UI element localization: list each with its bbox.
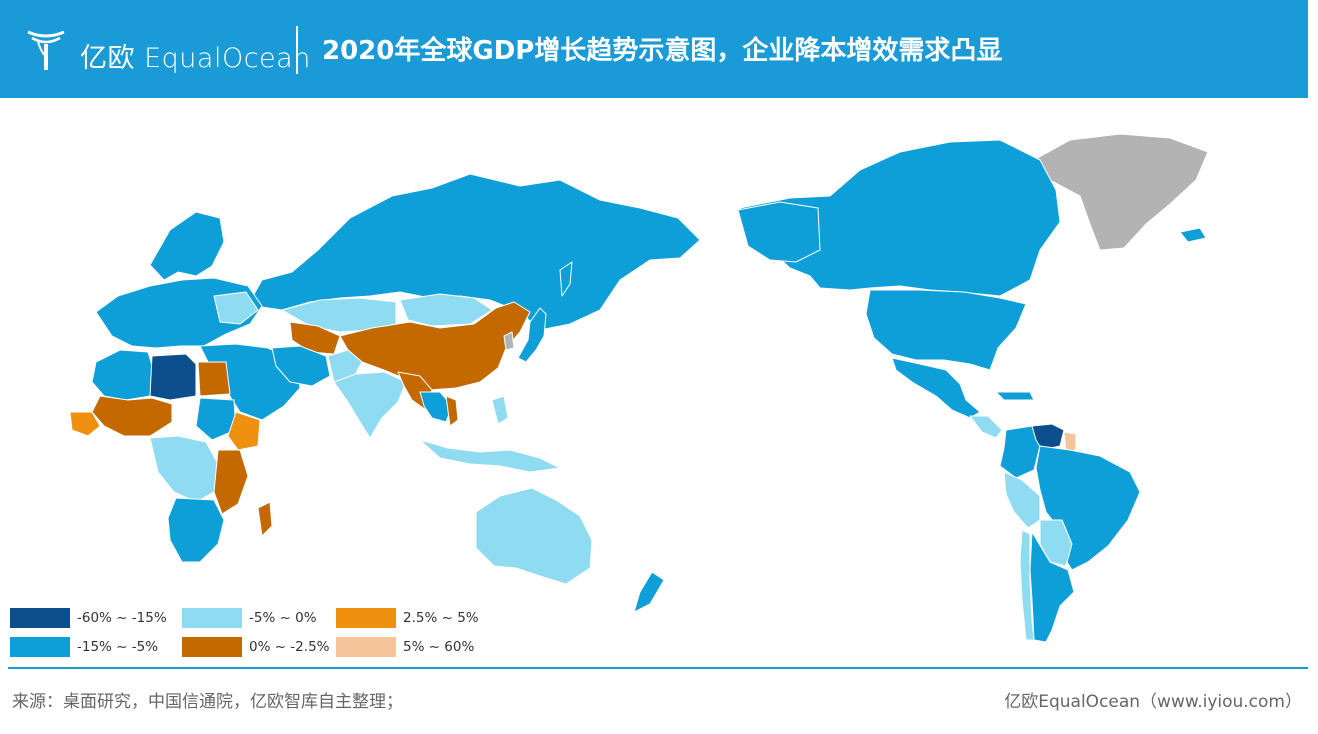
logo-mark-icon	[27, 30, 65, 70]
region-alaska	[737, 201, 821, 263]
region-egypt	[197, 361, 231, 397]
region-mexico	[891, 357, 981, 419]
region-scandinavia	[149, 211, 225, 281]
legend-swatch	[336, 637, 396, 657]
region-west-coast	[69, 411, 101, 437]
logo-text: 亿欧 EqualOcean	[80, 43, 311, 74]
region-southern-africa	[167, 497, 225, 563]
region-caribbean	[995, 391, 1035, 401]
region-japan	[517, 307, 547, 363]
legend-item-brown: 0% ~ -2.5%	[182, 637, 329, 657]
legend-swatch	[336, 608, 396, 628]
region-guyana	[1063, 431, 1077, 453]
header-divider	[296, 26, 298, 74]
legend-swatch	[182, 637, 242, 657]
region-ethiopia	[227, 411, 261, 451]
region-argentina	[1029, 531, 1075, 643]
region-australia	[475, 487, 593, 585]
region-eastern-europe	[213, 291, 259, 325]
world-gdp-map	[69, 133, 1209, 643]
legend-item-dark-blue: -60% ~ -15%	[10, 608, 167, 628]
credit-note: 亿欧EqualOcean（www.iyiou.com）	[1004, 692, 1302, 712]
region-southeast-asia	[419, 391, 453, 423]
region-canada	[739, 139, 1061, 297]
region-central-america	[969, 415, 1003, 439]
legend-label: 2.5% ~ 5%	[403, 610, 479, 626]
region-libya	[149, 353, 197, 401]
region-north-africa-west	[91, 349, 155, 401]
region-madagascar	[257, 501, 273, 537]
page-title: 2020年全球GDP增长趋势示意图，企业降本增效需求凸显	[322, 36, 1003, 66]
header-bar: 亿欧 EqualOcean 2020年全球GDP增长趋势示意图，企业降本增效需求…	[0, 0, 1308, 98]
legend-item-mid-blue: -15% ~ -5%	[10, 637, 158, 657]
region-mongolia	[399, 293, 493, 327]
region-usa	[865, 289, 1027, 371]
region-iceland	[1179, 227, 1207, 243]
region-pakistan	[327, 349, 363, 383]
region-sahel	[91, 395, 173, 437]
region-sakhalin	[559, 261, 573, 297]
legend-item-light-blue: -5% ~ 0%	[182, 608, 317, 628]
region-east-africa	[213, 449, 249, 515]
legend-swatch	[182, 608, 242, 628]
region-philippines	[491, 395, 509, 425]
legend-item-peach: 5% ~ 60%	[336, 637, 474, 657]
source-note: 来源：桌面研究，中国信通院，亿欧智库自主整理；	[12, 692, 403, 712]
legend-item-orange: 2.5% ~ 5%	[336, 608, 479, 628]
legend-label: -5% ~ 0%	[249, 610, 317, 626]
legend-label: -15% ~ -5%	[77, 639, 159, 655]
legend-swatch	[10, 608, 70, 628]
legend-swatch	[10, 637, 70, 657]
region-vietnam	[445, 395, 459, 427]
region-central-africa	[149, 435, 219, 503]
region-venezuela	[1031, 423, 1065, 451]
map-regions	[69, 133, 1209, 643]
region-russia	[247, 173, 701, 331]
equalocean-logo: 亿欧 EqualOcean	[24, 22, 310, 76]
region-indonesia	[419, 439, 561, 473]
region-new-zealand	[633, 571, 665, 613]
region-india	[333, 371, 407, 439]
footer-divider	[8, 667, 1308, 669]
region-peru	[1003, 471, 1041, 529]
legend-label: -60% ~ -15%	[77, 610, 167, 626]
legend-label: 0% ~ -2.5%	[249, 639, 330, 655]
region-bolivia-paraguay	[1039, 519, 1073, 567]
region-korea	[503, 331, 515, 351]
map-legend: -60% ~ -15% -5% ~ 0% 2.5% ~ 5% -15% ~ -5…	[10, 608, 530, 658]
legend-label: 5% ~ 60%	[403, 639, 475, 655]
region-greenland	[1029, 133, 1209, 251]
region-sudan	[195, 397, 237, 441]
region-iran	[271, 345, 331, 387]
